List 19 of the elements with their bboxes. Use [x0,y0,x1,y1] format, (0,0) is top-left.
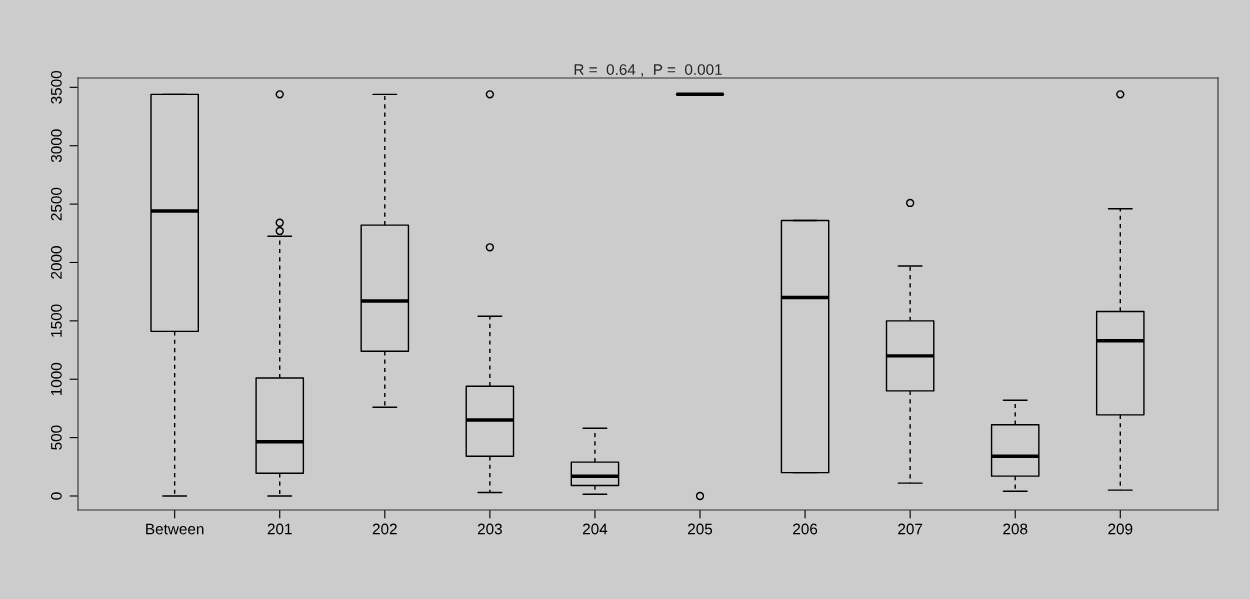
x-tick-label: 209 [1108,523,1133,535]
y-tick-label: 1000 [50,362,62,396]
x-tick-label: Between [146,523,204,535]
x-tick-label: 205 [688,523,713,535]
y-tick-label: 3000 [50,129,62,163]
y-tick-label: 3500 [50,70,62,104]
x-tick-label: 202 [372,523,397,535]
y-tick-label: 1500 [50,304,62,337]
x-tick-label: 201 [267,523,292,535]
x-tick-label: 208 [1003,523,1028,535]
x-tick-label: 204 [582,523,608,535]
chart-title: R = 0.64 , P = 0.001 [574,64,722,77]
y-tick-label: 0 [50,492,62,500]
y-tick-label: 2500 [50,187,62,221]
y-tick-label: 500 [50,425,62,450]
x-tick-label: 206 [793,523,818,535]
x-tick-label: 207 [898,523,923,535]
y-tick-label: 2000 [50,246,62,279]
x-tick-label: 203 [477,523,502,535]
